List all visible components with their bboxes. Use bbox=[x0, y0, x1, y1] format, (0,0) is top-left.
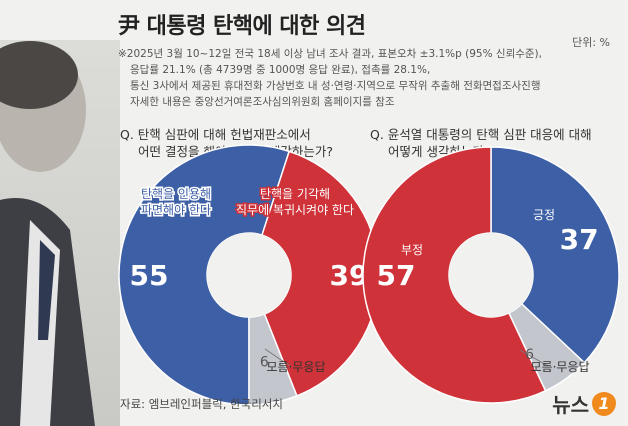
source-text: 자료: 엠브레인퍼블릭, 한국리서치 bbox=[120, 397, 283, 411]
slice-category-label: 탄핵을 인용해 bbox=[141, 187, 211, 201]
page-title: 尹 대통령 탄핵에 대한 의견 bbox=[118, 14, 366, 39]
slice-value-label: 57 bbox=[377, 259, 416, 292]
slice-category-label: 탄핵을 기각해 bbox=[260, 187, 330, 201]
slice-category-label: 부정 bbox=[401, 243, 423, 257]
slice-category-label: 모름·무응답 bbox=[530, 360, 589, 374]
note-line: 통신 3사에서 제공된 휴대전화 가상번호 내 성·연령·지역으로 무작위 추출… bbox=[130, 80, 541, 92]
slice-category-label: 파면해야 한다 bbox=[141, 203, 211, 217]
question-1-line: Q. 탄핵 심판에 대해 헌법재판소에서 bbox=[120, 127, 311, 142]
president-photo bbox=[0, 40, 120, 426]
person-silhouette-icon bbox=[0, 41, 95, 426]
note-line: 자세한 내용은 중앙선거여론조사심의위원회 홈페이지를 참조 bbox=[130, 96, 395, 108]
unit-label: 단위: % bbox=[572, 36, 610, 49]
note-line: ※2025년 3월 10~12일 전국 18세 이상 남녀 조사 결과, 표본오… bbox=[118, 48, 542, 60]
slice-value-label: 39 bbox=[330, 259, 369, 292]
leader-line bbox=[519, 349, 549, 367]
leader-line bbox=[264, 348, 291, 367]
logo-badge: 1 bbox=[592, 391, 616, 416]
question-2-line: Q. 윤석열 대통령의 탄핵 심판 대응에 대해 bbox=[370, 127, 592, 142]
slice-value-label: 55 bbox=[130, 259, 169, 292]
slice-category-label: 직무에 복귀시켜야 한다 bbox=[236, 203, 354, 217]
donut-hole bbox=[449, 233, 533, 317]
note-line: 응답률 21.1% (총 4739명 중 1000명 응답 완료), 접촉률 2… bbox=[130, 64, 431, 76]
slice-category-label: 모름·무응답 bbox=[266, 360, 325, 374]
survey-notes: ※2025년 3월 10~12일 전국 18세 이상 남녀 조사 결과, 표본오… bbox=[118, 46, 558, 110]
donut-hole bbox=[207, 233, 291, 317]
slice-value-label: 37 bbox=[560, 223, 599, 256]
logo-text: 뉴스 bbox=[552, 393, 589, 417]
slice-category-label: 긍정 bbox=[533, 208, 555, 222]
news1-logo: 뉴스 1 bbox=[552, 389, 616, 418]
slice-value-label: 6 bbox=[260, 355, 269, 371]
